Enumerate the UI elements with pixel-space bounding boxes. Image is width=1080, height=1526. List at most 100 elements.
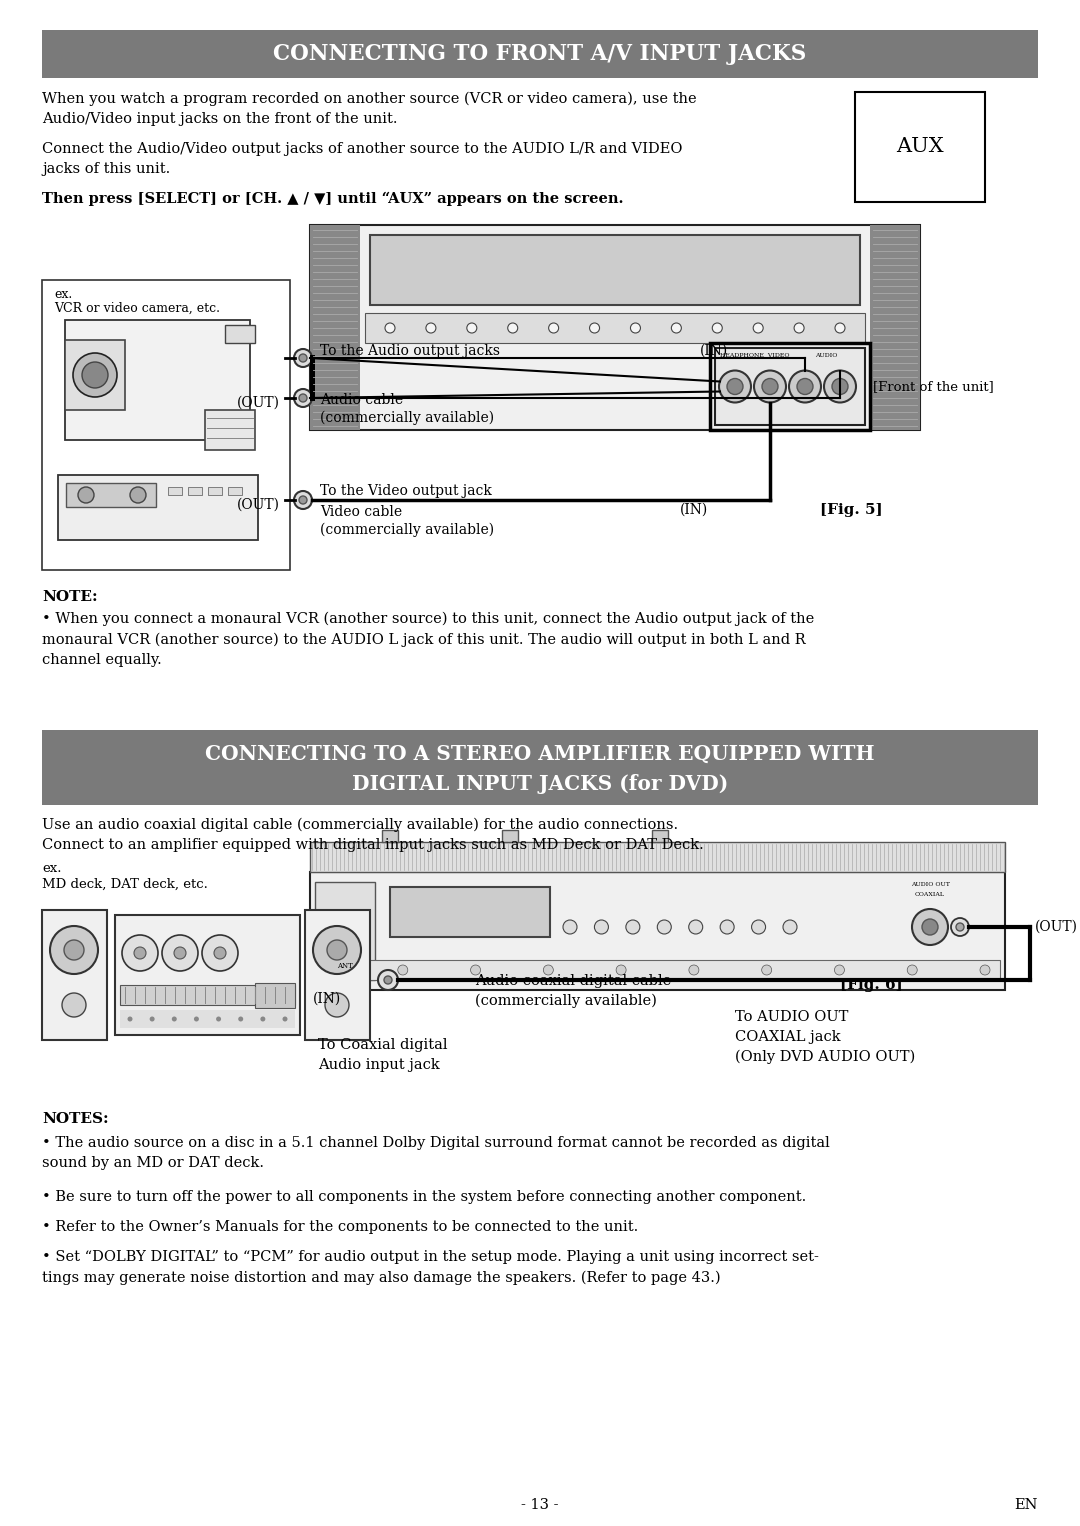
Circle shape (283, 1016, 287, 1021)
Bar (310, 871, 1005, 990)
Text: [Fig. 6]: [Fig. 6] (840, 978, 903, 992)
Circle shape (64, 940, 84, 960)
Circle shape (956, 923, 964, 931)
Bar (715, 348, 865, 426)
Bar (188, 487, 202, 494)
Circle shape (753, 324, 764, 333)
Circle shape (162, 935, 198, 971)
Text: EN: EN (1014, 1499, 1038, 1512)
Bar (870, 224, 920, 430)
Circle shape (216, 1016, 221, 1021)
Circle shape (631, 324, 640, 333)
Circle shape (378, 971, 399, 990)
Bar (208, 487, 222, 494)
Circle shape (590, 324, 599, 333)
Bar (42, 909, 107, 1041)
Bar (502, 830, 518, 842)
Text: ex.: ex. (54, 288, 72, 301)
Text: ex.: ex. (42, 862, 62, 874)
Bar (310, 842, 1005, 871)
Bar (42, 31, 1038, 78)
Text: (commercially available): (commercially available) (475, 993, 657, 1009)
Text: Video cable: Video cable (320, 505, 402, 519)
Circle shape (912, 909, 948, 945)
Circle shape (789, 371, 821, 403)
Text: Audio coaxial digital cable: Audio coaxial digital cable (475, 974, 672, 987)
Circle shape (299, 394, 307, 401)
Circle shape (327, 940, 347, 960)
Circle shape (467, 324, 476, 333)
Circle shape (719, 371, 751, 403)
Circle shape (951, 919, 969, 935)
Circle shape (260, 1016, 266, 1021)
Circle shape (689, 920, 703, 934)
Bar (42, 279, 291, 571)
Bar (310, 224, 360, 430)
Text: (commercially available): (commercially available) (320, 410, 495, 426)
Circle shape (471, 964, 481, 975)
Text: - 13 -: - 13 - (522, 1499, 558, 1512)
Text: ANT: ANT (337, 961, 353, 971)
Circle shape (549, 324, 558, 333)
Bar (65, 320, 249, 439)
Circle shape (384, 324, 395, 333)
Text: DIGITAL INPUT JACKS (for DVD): DIGITAL INPUT JACKS (for DVD) (352, 774, 728, 794)
Text: Use an audio coaxial digital cable (commercially available) for the audio connec: Use an audio coaxial digital cable (comm… (42, 818, 704, 853)
Circle shape (78, 487, 94, 504)
Text: CONNECTING TO FRONT A/V INPUT JACKS: CONNECTING TO FRONT A/V INPUT JACKS (273, 43, 807, 66)
Circle shape (922, 919, 939, 935)
Circle shape (594, 920, 608, 934)
Circle shape (980, 964, 990, 975)
Circle shape (150, 1016, 154, 1021)
Bar (66, 484, 156, 507)
Circle shape (174, 948, 186, 958)
Bar (58, 475, 258, 540)
Text: COAXIAL jack: COAXIAL jack (735, 1030, 840, 1044)
Circle shape (127, 1016, 133, 1021)
Circle shape (835, 324, 845, 333)
Bar (365, 313, 865, 343)
Text: Audio input jack: Audio input jack (318, 1058, 440, 1071)
Text: COAXIAL: COAXIAL (915, 893, 945, 897)
Text: (commercially available): (commercially available) (320, 523, 495, 537)
Text: To Coaxial digital: To Coaxial digital (318, 1038, 447, 1051)
Circle shape (50, 926, 98, 974)
Circle shape (294, 491, 312, 510)
Text: (Only DVD AUDIO OUT): (Only DVD AUDIO OUT) (735, 1050, 915, 1065)
Circle shape (384, 977, 392, 984)
Circle shape (835, 964, 845, 975)
Bar (370, 235, 860, 305)
Text: • The audio source on a disc in a 5.1 channel Dolby Digital surround format cann: • The audio source on a disc in a 5.1 ch… (42, 1135, 829, 1170)
Circle shape (73, 353, 117, 397)
Text: • Be sure to turn off the power to all components in the system before connectin: • Be sure to turn off the power to all c… (42, 1190, 807, 1204)
Circle shape (689, 964, 699, 975)
Circle shape (337, 925, 353, 940)
Text: (IN): (IN) (680, 504, 708, 517)
Circle shape (325, 993, 349, 1016)
Bar (228, 487, 242, 494)
Circle shape (625, 920, 639, 934)
Bar (120, 1010, 295, 1029)
Circle shape (130, 487, 146, 504)
Text: When you watch a program recorded on another source (VCR or video camera), use t: When you watch a program recorded on ano… (42, 92, 697, 127)
Bar (652, 830, 669, 842)
Text: HEADPHONE  VIDEO: HEADPHONE VIDEO (720, 353, 789, 359)
Bar (310, 224, 920, 430)
Circle shape (727, 378, 743, 395)
Circle shape (426, 324, 436, 333)
Circle shape (713, 324, 723, 333)
Circle shape (134, 948, 146, 958)
Circle shape (313, 926, 361, 974)
Circle shape (202, 935, 238, 971)
Text: To the Audio output jacks: To the Audio output jacks (320, 343, 500, 359)
Bar (855, 92, 985, 201)
Circle shape (762, 378, 778, 395)
Bar (382, 830, 399, 842)
Circle shape (214, 948, 226, 958)
Text: (IN): (IN) (700, 343, 728, 359)
Text: • When you connect a monaural VCR (another source) to this unit, connect the Aud: • When you connect a monaural VCR (anoth… (42, 612, 814, 667)
Bar (315, 960, 1000, 980)
Circle shape (832, 378, 848, 395)
Circle shape (325, 964, 335, 975)
Circle shape (752, 920, 766, 934)
